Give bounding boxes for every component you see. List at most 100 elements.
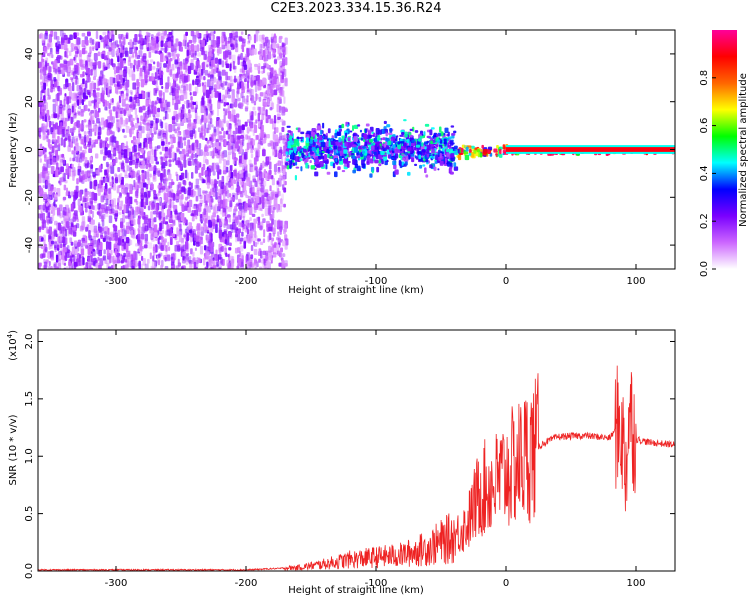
heatmap-cell (102, 141, 105, 148)
heatmap-cell (259, 171, 263, 181)
heatmap-cell (205, 89, 210, 98)
heatmap-cell (225, 190, 228, 197)
heatmap-cell (118, 119, 122, 129)
heatmap-cell (138, 223, 141, 228)
heatmap-cell (59, 236, 63, 241)
heatmap-cell (194, 184, 199, 190)
heatmap-cell (71, 263, 74, 269)
heatmap-cell (119, 255, 122, 260)
heatmap-cell (152, 210, 157, 215)
heatmap-cell (123, 109, 126, 115)
heatmap-cell (422, 164, 426, 167)
heatmap-cell (108, 254, 112, 264)
heatmap-cell (195, 225, 199, 232)
heatmap-cell (403, 119, 407, 122)
heatmap-cell (111, 30, 115, 37)
heatmap-cell (166, 209, 171, 218)
heatmap-cell (194, 107, 198, 114)
heatmap-cell (62, 246, 66, 253)
heatmap-cell (270, 140, 274, 147)
heatmap-cell (188, 83, 192, 92)
heatmap-cell (267, 235, 270, 243)
heatmap-cell (237, 119, 241, 127)
heatmap-cell (129, 184, 134, 190)
heatmap-cell (225, 206, 229, 210)
heatmap-cell (121, 238, 125, 243)
heatmap-cell (204, 144, 208, 152)
heatmap-cell (444, 157, 448, 164)
heatmap-cell (79, 50, 82, 57)
heatmap-cell (148, 242, 153, 249)
heatmap-cell (153, 189, 156, 195)
heatmap-cell (196, 161, 200, 171)
heatmap-cell (196, 115, 200, 125)
heatmap-cell (139, 43, 144, 50)
heatmap-cell (229, 242, 232, 247)
heatmap-cell (138, 181, 143, 189)
heatmap-cell (169, 189, 174, 198)
heatmap-cell (222, 170, 227, 175)
heatmap-cell (189, 92, 192, 96)
heatmap-cell (243, 207, 248, 212)
heatmap-cell (255, 93, 259, 100)
heatmap-cell (262, 160, 265, 169)
heatmap-cell (94, 204, 98, 211)
heatmap-cell (208, 145, 212, 149)
heatmap-cell (100, 234, 104, 239)
heatmap-cell (239, 164, 243, 168)
heatmap-cell (77, 168, 81, 176)
heatmap-cell (202, 190, 206, 194)
heatmap-cell (140, 255, 144, 261)
heatmap-cell (235, 35, 239, 39)
heatmap-cell (184, 40, 187, 49)
heatmap-cell (187, 117, 192, 122)
heatmap-cell (100, 227, 104, 232)
heatmap-cell (272, 43, 276, 49)
heatmap-cell (109, 31, 112, 38)
heatmap-cell (258, 258, 261, 263)
heatmap-cell (82, 195, 86, 202)
heatmap-cell (70, 116, 73, 124)
heatmap-cell (121, 152, 125, 158)
heatmap-cell (110, 208, 115, 214)
heatmap-cell (187, 65, 192, 74)
heatmap-cell (140, 115, 143, 121)
heatmap-cell (168, 31, 173, 36)
heatmap-cell (86, 59, 91, 67)
heatmap-cell (233, 169, 237, 177)
heatmap-cell (165, 34, 168, 38)
heatmap-cell (55, 149, 58, 158)
heatmap-cell (181, 148, 186, 155)
heatmap-cell (203, 245, 207, 251)
heatmap-cell (174, 208, 178, 215)
heatmap-cell (83, 142, 86, 149)
heatmap-cell (263, 101, 268, 108)
heatmap-cell (125, 80, 129, 89)
heatmap-cell (41, 172, 46, 179)
heatmap-cell (243, 220, 247, 227)
heatmap-cell (241, 38, 246, 44)
heatmap-cell (50, 266, 53, 269)
heatmap-cell (100, 268, 103, 269)
heatmap-cell (222, 166, 227, 175)
heatmap-cell (219, 210, 223, 215)
heatmap-cell (129, 96, 133, 102)
heatmap-cell (42, 212, 45, 221)
heatmap-cell (43, 123, 48, 132)
heatmap-cell (240, 52, 243, 61)
heatmap-cell (93, 96, 98, 102)
heatmap-cell (39, 73, 43, 80)
heatmap-cell (295, 166, 300, 169)
heatmap-cell (236, 85, 240, 95)
heatmap-cell (60, 166, 64, 173)
heatmap-cell (203, 107, 207, 117)
heatmap-cell (208, 36, 212, 41)
heatmap-cell (294, 175, 297, 181)
heatmap-cell (140, 188, 144, 195)
heatmap-cell (286, 125, 291, 128)
heatmap-cell (261, 213, 264, 218)
heatmap-cell (243, 240, 247, 249)
heatmap-cell (166, 101, 171, 108)
heatmap-cell (129, 39, 133, 48)
